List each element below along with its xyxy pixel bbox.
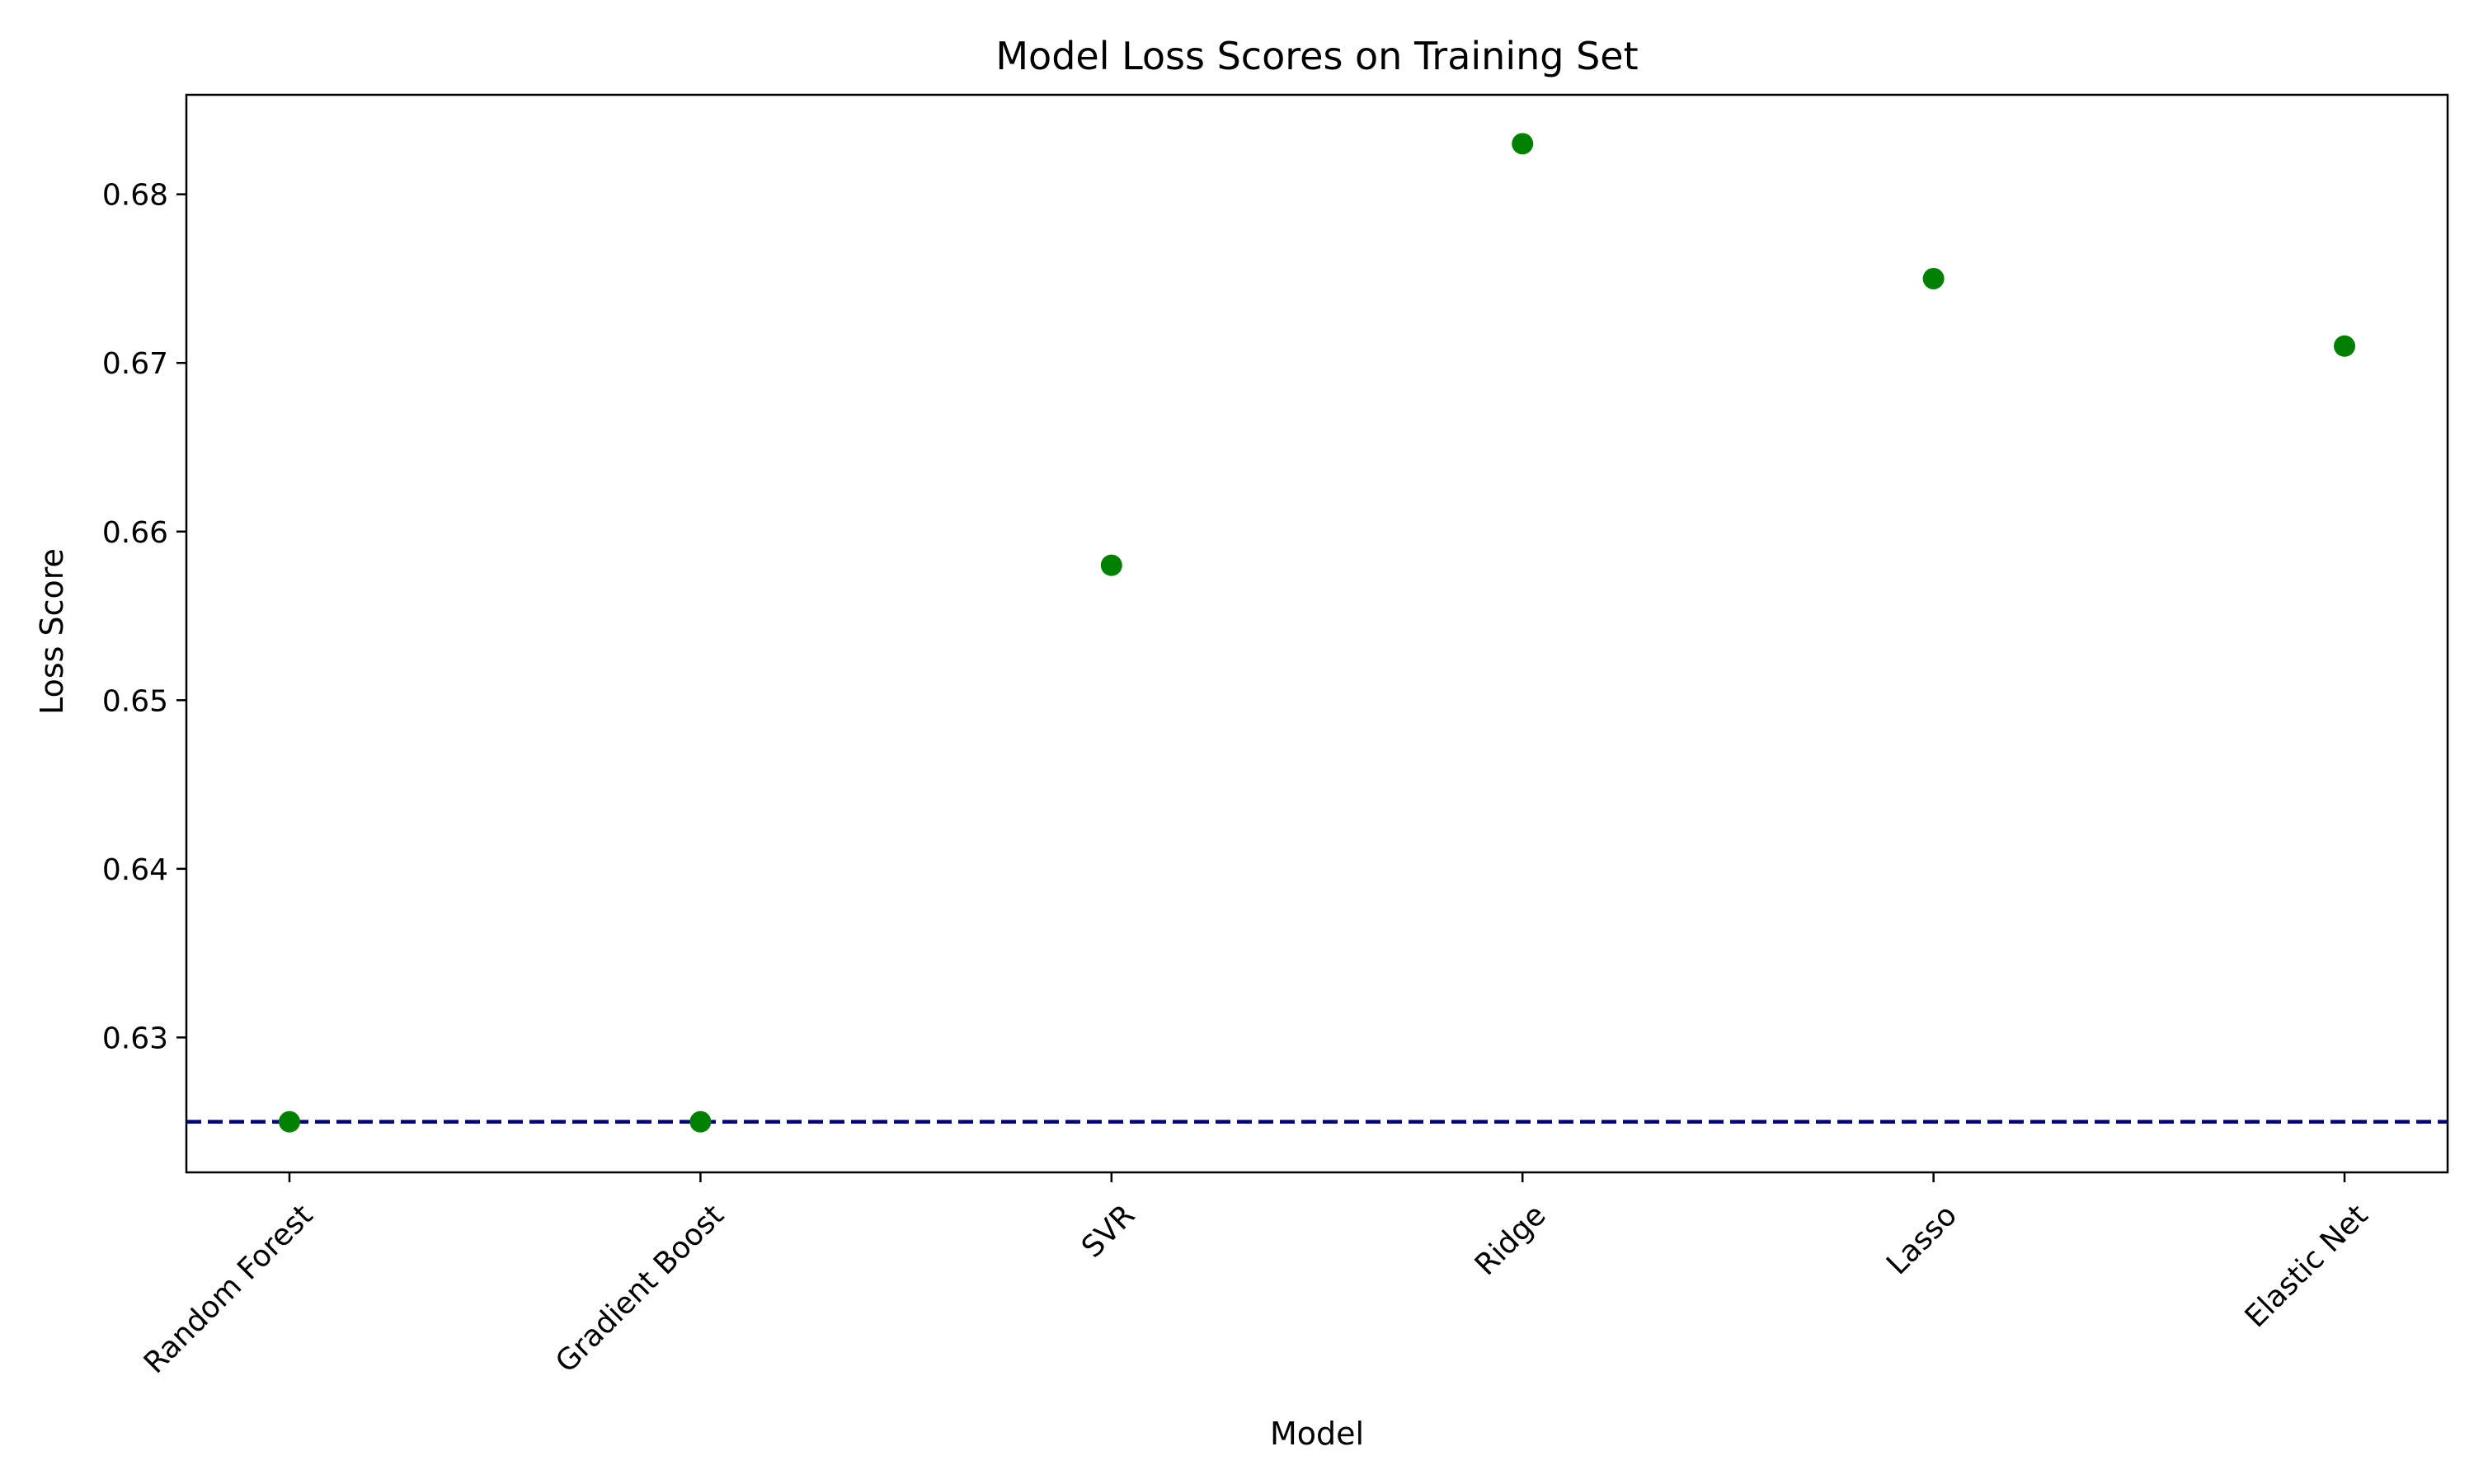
data-point	[279, 1111, 300, 1133]
x-axis-label: Model	[1270, 1416, 1364, 1452]
y-axis-label: Loss Score	[34, 548, 70, 715]
x-tick-label: Gradient Boost	[549, 1198, 731, 1379]
x-tick-label: Lasso	[1880, 1198, 1964, 1281]
y-tick-label: 0.64	[102, 853, 168, 887]
data-point	[1100, 554, 1122, 576]
x-tick-label: Elastic Net	[2239, 1198, 2375, 1334]
x-tick-label: SVR	[1075, 1198, 1141, 1264]
plot-area: 0.63 0.64 0.65 0.66 0.67 0.68 Random Forest Gra…	[102, 93, 2449, 1380]
chart-title: Model Loss Scores on Training Set	[995, 34, 1638, 78]
y-tick-label: 0.68	[102, 179, 168, 213]
x-tick-label: Ridge	[1469, 1198, 1553, 1282]
data-point	[1512, 133, 1534, 155]
plot-frame	[185, 93, 2449, 1174]
y-tick-label: 0.63	[102, 1021, 168, 1055]
x-tick-label: Random Forest	[138, 1198, 320, 1380]
data-point	[1922, 267, 1945, 289]
data-point	[2334, 335, 2355, 357]
y-tick-label: 0.67	[102, 347, 168, 381]
y-tick-label: 0.66	[102, 516, 168, 550]
data-point	[689, 1111, 712, 1133]
y-tick-label: 0.65	[102, 684, 168, 718]
